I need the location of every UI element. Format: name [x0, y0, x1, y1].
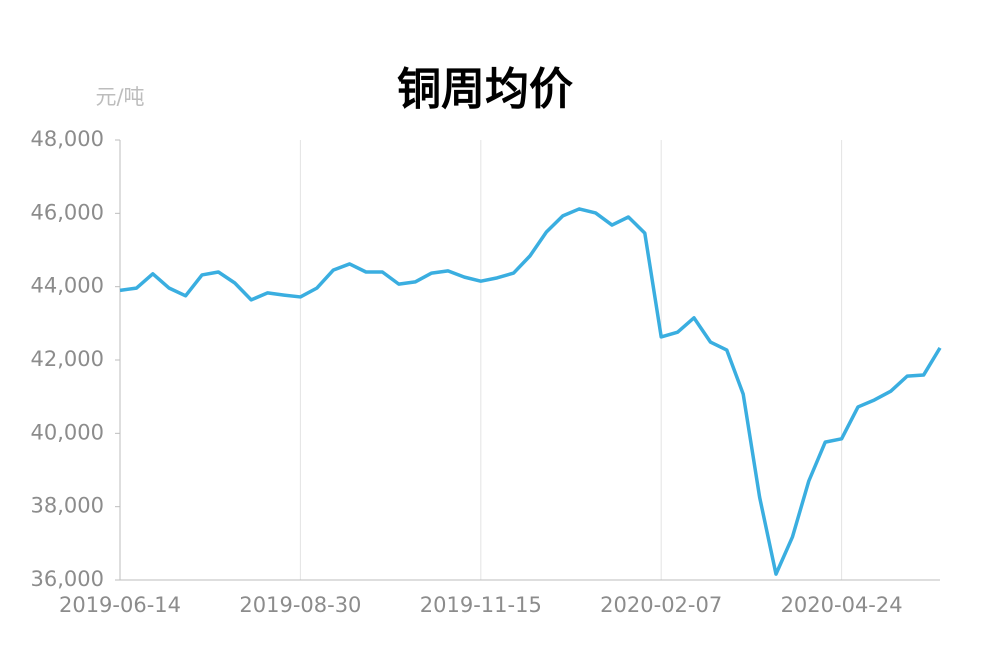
y-unit: 元/吨 [95, 85, 144, 109]
x-tick-label: 2019-11-15 [420, 593, 542, 617]
x-tick-label: 2020-04-24 [781, 593, 903, 617]
x-tick-label: 2019-06-14 [59, 593, 181, 617]
y-tick-label: 36,000 [31, 567, 104, 591]
y-tick-label: 40,000 [31, 420, 104, 444]
y-tick-label: 42,000 [31, 347, 104, 371]
y-tick-label: 48,000 [31, 127, 104, 151]
chart-title: 铜周均价 [397, 64, 573, 115]
y-tick-label: 46,000 [31, 200, 104, 224]
line-series [119, 207, 942, 576]
x-tick-label: 2019-08-30 [239, 593, 361, 617]
y-tick-label: 38,000 [31, 494, 104, 518]
y-tick-label: 44,000 [31, 274, 104, 298]
x-tick-label: 2020-02-07 [600, 593, 722, 617]
